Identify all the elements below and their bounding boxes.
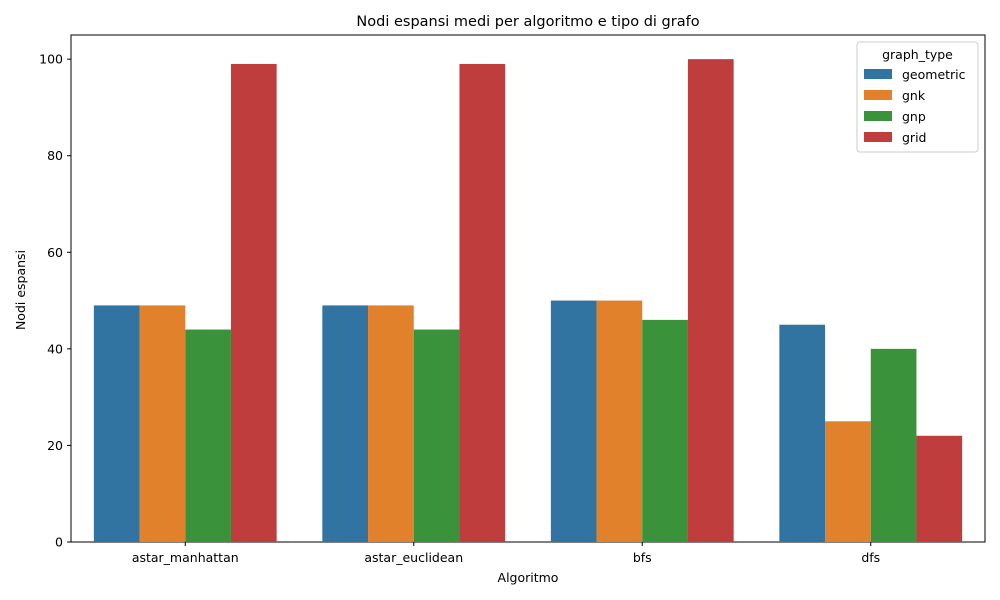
- legend-label-gnk: gnk: [902, 88, 926, 103]
- x-tick-label: astar_euclidean: [364, 550, 463, 565]
- y-tick-label: 100: [39, 52, 63, 67]
- bar-gnp-astar_euclidean: [413, 329, 460, 542]
- x-axis-label: Algoritmo: [498, 570, 559, 585]
- y-tick-label: 80: [47, 148, 63, 163]
- x-axis: astar_manhattan astar_euclidean bfs dfs: [132, 542, 880, 565]
- bar-geometric-astar_manhattan: [93, 305, 140, 542]
- bar-gnk-dfs: [825, 421, 871, 542]
- y-tick-label: 40: [47, 341, 63, 356]
- x-tick-label: bfs: [633, 550, 652, 565]
- bar-gnp-bfs: [642, 319, 688, 542]
- y-tick-label: 60: [47, 245, 63, 260]
- plot-frame: [70, 34, 986, 543]
- bar-gnp-dfs: [870, 348, 917, 542]
- legend-swatch-grid: [864, 132, 892, 142]
- plot-area: [70, 34, 986, 543]
- bar-gnk-astar_euclidean: [368, 305, 414, 542]
- legend: graph_type geometric gnk gnp grid: [856, 41, 979, 153]
- y-axis: 0 20 40 60 80 100: [39, 52, 71, 550]
- bar-grid-astar_euclidean: [459, 63, 506, 542]
- bar-grid-bfs: [687, 59, 734, 543]
- bar-geometric-dfs: [779, 324, 826, 542]
- bar-grid-dfs: [916, 435, 963, 542]
- bars-group: [93, 59, 963, 543]
- bar-geometric-astar_euclidean: [322, 305, 369, 542]
- bar-grid-astar_manhattan: [230, 63, 277, 542]
- legend-label-gnp: gnp: [902, 109, 926, 124]
- legend-title: graph_type: [882, 47, 953, 62]
- x-tick-label: dfs: [861, 550, 880, 565]
- x-tick-label: astar_manhattan: [132, 550, 239, 565]
- legend-swatch-gnk: [864, 90, 892, 100]
- chart-title: Nodi espansi medi per algoritmo e tipo d…: [356, 14, 699, 30]
- y-tick-label: 0: [55, 535, 63, 550]
- bar-gnk-astar_manhattan: [139, 305, 186, 542]
- legend-swatch-geometric: [864, 69, 892, 79]
- legend-swatch-gnp: [864, 111, 892, 121]
- y-axis-label: Nodi espansi: [13, 250, 28, 330]
- y-tick-label: 20: [47, 438, 63, 453]
- legend-label-geometric: geometric: [902, 67, 966, 82]
- legend-label-grid: grid: [902, 130, 926, 145]
- bar-gnk-bfs: [596, 300, 643, 542]
- bar-gnp-astar_manhattan: [185, 329, 231, 542]
- bar-geometric-bfs: [550, 300, 597, 542]
